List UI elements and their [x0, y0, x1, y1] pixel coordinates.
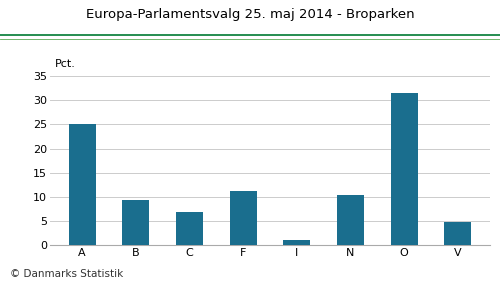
- Bar: [390, 92, 417, 245]
- Text: © Danmarks Statistik: © Danmarks Statistik: [10, 269, 123, 279]
- Bar: [122, 200, 150, 245]
- Bar: [284, 239, 310, 245]
- Text: Europa-Parlamentsvalg 25. maj 2014 - Broparken: Europa-Parlamentsvalg 25. maj 2014 - Bro…: [86, 8, 414, 21]
- Text: Pct.: Pct.: [56, 59, 76, 69]
- Bar: [69, 124, 96, 245]
- Bar: [444, 222, 471, 245]
- Bar: [176, 212, 203, 245]
- Bar: [230, 191, 256, 245]
- Bar: [337, 195, 364, 245]
